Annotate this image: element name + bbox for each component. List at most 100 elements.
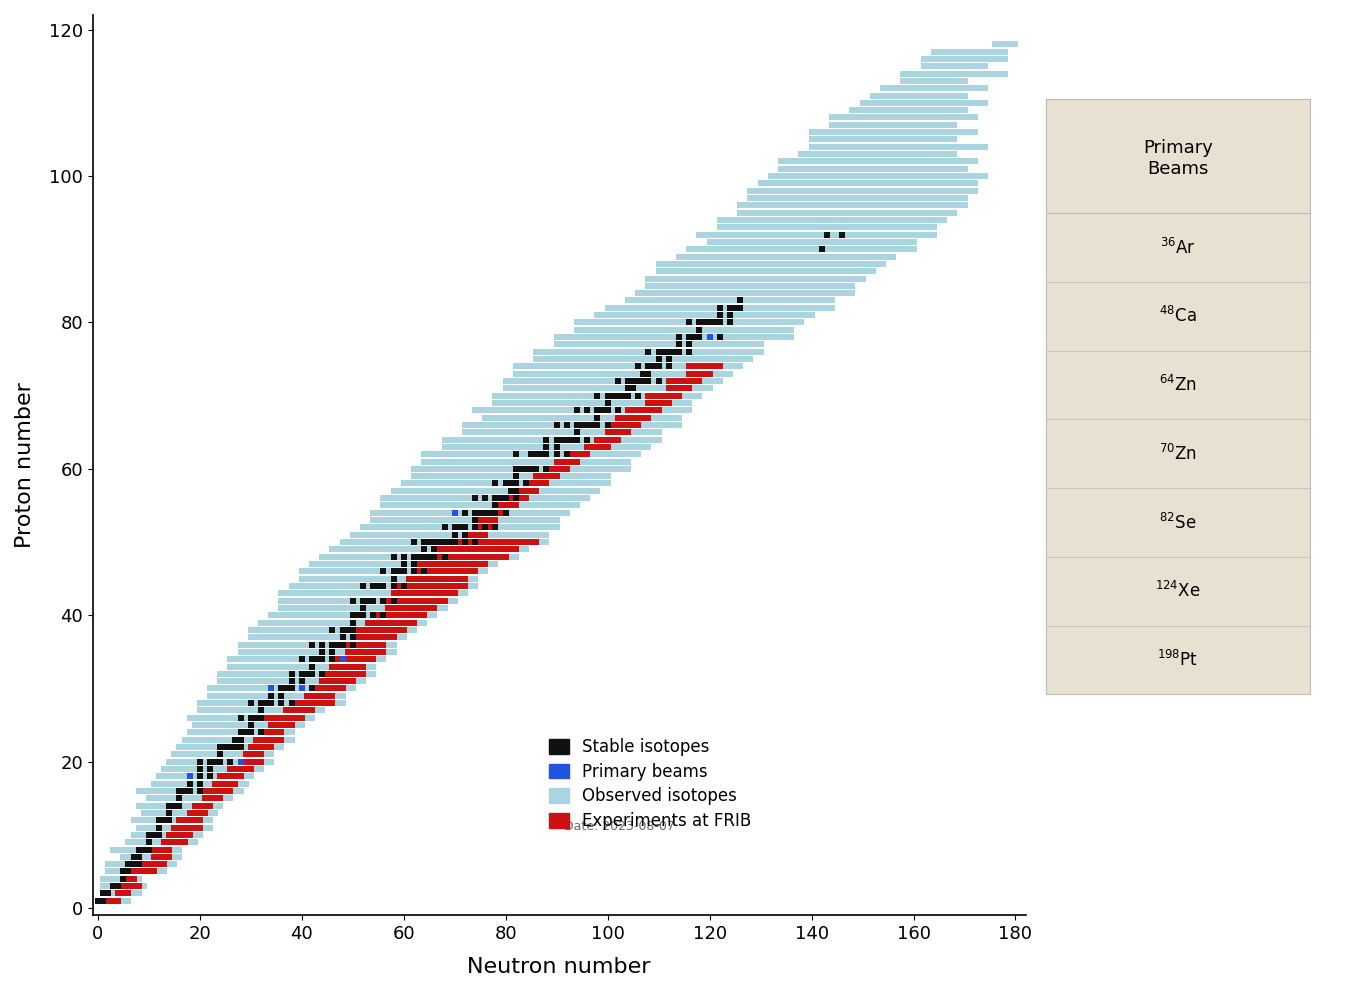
- Point: [786, 234, 807, 250]
- Point: [270, 695, 292, 711]
- Point: [246, 681, 267, 696]
- Point: [352, 592, 374, 608]
- Point: [200, 769, 221, 785]
- Point: [964, 176, 986, 191]
- Point: [872, 109, 894, 125]
- Point: [148, 834, 170, 850]
- Point: [815, 226, 837, 242]
- Point: [470, 527, 491, 543]
- Point: [541, 438, 563, 454]
- Point: [841, 117, 863, 133]
- Point: [622, 344, 644, 360]
- Point: [755, 321, 776, 337]
- Point: [903, 102, 925, 118]
- Point: [694, 293, 716, 309]
- Point: [230, 746, 251, 762]
- Point: [576, 438, 598, 454]
- Point: [775, 190, 796, 206]
- Point: [628, 425, 649, 440]
- Point: [459, 578, 481, 594]
- Point: [699, 263, 721, 279]
- Point: [587, 344, 609, 360]
- Point: [112, 856, 134, 872]
- Point: [154, 849, 176, 865]
- Point: [628, 358, 649, 374]
- Point: [281, 622, 302, 638]
- Point: [551, 344, 572, 360]
- Point: [617, 293, 639, 309]
- Point: [358, 644, 379, 660]
- Point: [352, 549, 374, 564]
- Point: [266, 724, 288, 740]
- Point: [525, 438, 547, 454]
- Point: [857, 226, 879, 242]
- Point: [255, 695, 277, 711]
- Point: [617, 380, 639, 396]
- Point: [892, 176, 914, 191]
- Point: [791, 249, 813, 265]
- Point: [551, 366, 572, 382]
- Point: [887, 132, 909, 148]
- Point: [246, 666, 267, 682]
- Point: [505, 380, 526, 396]
- Point: [200, 791, 221, 806]
- Point: [531, 410, 552, 426]
- Point: [857, 176, 879, 191]
- Point: [648, 293, 670, 309]
- Point: [505, 490, 526, 506]
- Point: [321, 585, 343, 601]
- Point: [699, 226, 721, 242]
- Point: [387, 592, 409, 608]
- Point: [250, 637, 271, 653]
- Point: [189, 819, 211, 835]
- Point: [806, 300, 828, 315]
- Point: [969, 80, 991, 96]
- Point: [545, 453, 567, 469]
- Point: [566, 461, 587, 477]
- Point: [765, 204, 787, 220]
- Point: [745, 226, 767, 242]
- Point: [250, 666, 271, 682]
- Point: [648, 358, 670, 374]
- Point: [296, 600, 317, 616]
- Point: [536, 534, 558, 550]
- Point: [220, 776, 242, 792]
- Point: [373, 563, 394, 579]
- Point: [510, 483, 532, 499]
- Point: [112, 841, 134, 857]
- Point: [281, 666, 302, 682]
- Point: [373, 644, 394, 660]
- Point: [872, 154, 894, 170]
- Point: [108, 871, 130, 887]
- Point: [801, 241, 822, 257]
- Point: [725, 212, 747, 228]
- Point: [714, 308, 736, 323]
- Point: [387, 542, 409, 558]
- Point: [775, 226, 796, 242]
- Point: [857, 212, 879, 228]
- Point: [929, 124, 950, 140]
- Point: [444, 468, 466, 484]
- Point: [286, 578, 308, 594]
- Point: [103, 856, 124, 872]
- Point: [352, 570, 374, 586]
- Point: [597, 373, 618, 389]
- Point: [321, 570, 343, 586]
- Point: [378, 512, 400, 528]
- Point: [755, 263, 776, 279]
- Point: [338, 659, 359, 675]
- Point: [637, 403, 659, 419]
- Point: [918, 59, 940, 74]
- Point: [771, 329, 792, 345]
- Point: [562, 358, 583, 374]
- Point: [428, 549, 450, 564]
- Point: [883, 161, 905, 177]
- Point: [795, 219, 817, 235]
- Point: [760, 212, 782, 228]
- Point: [439, 534, 460, 550]
- Point: [740, 241, 761, 257]
- Point: [224, 769, 246, 785]
- Point: [220, 754, 242, 770]
- Point: [189, 769, 211, 785]
- Point: [450, 549, 471, 564]
